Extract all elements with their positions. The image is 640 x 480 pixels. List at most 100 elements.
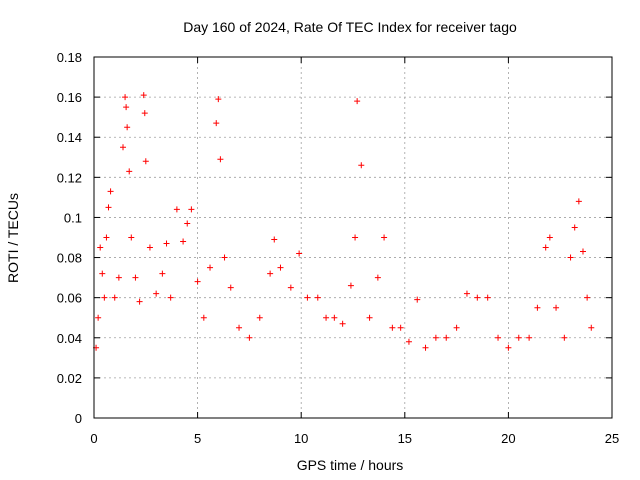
data-point [122, 94, 129, 101]
data-point [331, 314, 338, 321]
y-tick-label: 0.16 [57, 90, 82, 105]
data-point [561, 334, 568, 341]
y-tick-label: 0 [75, 411, 82, 426]
data-point [339, 320, 346, 327]
axis-ticks [93, 56, 613, 419]
data-point [323, 314, 330, 321]
y-tick-label: 0.04 [57, 331, 82, 346]
data-point [221, 254, 228, 261]
data-point [505, 344, 512, 351]
data-point [397, 324, 404, 331]
data-point [304, 294, 311, 301]
data-point [200, 314, 207, 321]
data-point [105, 204, 112, 211]
data-point [584, 294, 591, 301]
data-point [546, 234, 553, 241]
data-point [374, 274, 381, 281]
data-point [146, 244, 153, 251]
data-point [542, 244, 549, 251]
x-tick-label: 20 [501, 431, 515, 446]
data-point [141, 110, 148, 117]
y-tick-label: 0.12 [57, 170, 82, 185]
data-point [246, 334, 253, 341]
x-axis-label: GPS time / hours [297, 457, 404, 473]
x-tick-label: 15 [398, 431, 412, 446]
data-point [111, 294, 118, 301]
y-tick-label: 0.02 [57, 371, 82, 386]
data-point [474, 294, 481, 301]
data-point [236, 324, 243, 331]
data-point [180, 238, 187, 245]
plot-frame [93, 56, 613, 419]
data-point [227, 284, 234, 291]
data-point [167, 294, 174, 301]
data-point [526, 334, 533, 341]
data-point [495, 334, 502, 341]
data-point [132, 274, 139, 281]
y-tick-label: 0.18 [57, 50, 82, 65]
data-point [443, 334, 450, 341]
data-point [213, 120, 220, 127]
data-point [277, 264, 284, 271]
data-point [103, 234, 110, 241]
data-point [101, 294, 108, 301]
data-point [405, 338, 412, 345]
data-point [314, 294, 321, 301]
data-point [422, 344, 429, 351]
data-point [97, 244, 104, 251]
data-point [163, 240, 170, 247]
data-point [347, 282, 354, 289]
data-point [567, 254, 574, 261]
data-point [136, 298, 143, 305]
data-point [188, 206, 195, 213]
x-tick-labels: 0 5 10 15 20 25 [90, 431, 619, 446]
data-point [296, 250, 303, 257]
data-point [267, 270, 274, 277]
data-point [128, 234, 135, 241]
data-point [126, 168, 133, 175]
data-point [381, 234, 388, 241]
x-tick-label: 25 [605, 431, 619, 446]
data-point [159, 270, 166, 277]
y-tick-label: 0.08 [57, 251, 82, 266]
y-tick-label: 0.06 [57, 291, 82, 306]
data-point [463, 290, 470, 297]
data-point [194, 278, 201, 285]
data-point [99, 270, 106, 277]
data-point [432, 334, 439, 341]
data-point [588, 324, 595, 331]
data-point [173, 206, 180, 213]
data-point [95, 314, 102, 321]
data-point [123, 104, 130, 111]
data-point [354, 98, 361, 105]
data-point [534, 304, 541, 311]
data-point [453, 324, 460, 331]
data-point [115, 274, 122, 281]
data-point [271, 236, 278, 243]
y-tick-label: 0.14 [57, 130, 82, 145]
data-point [256, 314, 263, 321]
data-point [120, 144, 127, 151]
data-point [287, 284, 294, 291]
data-point [515, 334, 522, 341]
data-point [484, 294, 491, 301]
x-tick-label: 10 [294, 431, 308, 446]
data-point [207, 264, 214, 271]
data-point [575, 198, 582, 205]
data-point [184, 220, 191, 227]
data-point [124, 124, 131, 131]
data-point [352, 234, 359, 241]
y-axis-label: ROTI / TECUs [5, 193, 21, 283]
data-point [215, 96, 222, 103]
data-point [153, 290, 160, 297]
y-tick-label: 0.1 [64, 210, 82, 225]
data-point [414, 296, 421, 303]
data-point [579, 248, 586, 255]
data-point [107, 188, 114, 195]
data-point [366, 314, 373, 321]
data-point [140, 92, 147, 99]
data-point [571, 224, 578, 231]
data-points [93, 92, 595, 351]
data-point [217, 156, 224, 163]
